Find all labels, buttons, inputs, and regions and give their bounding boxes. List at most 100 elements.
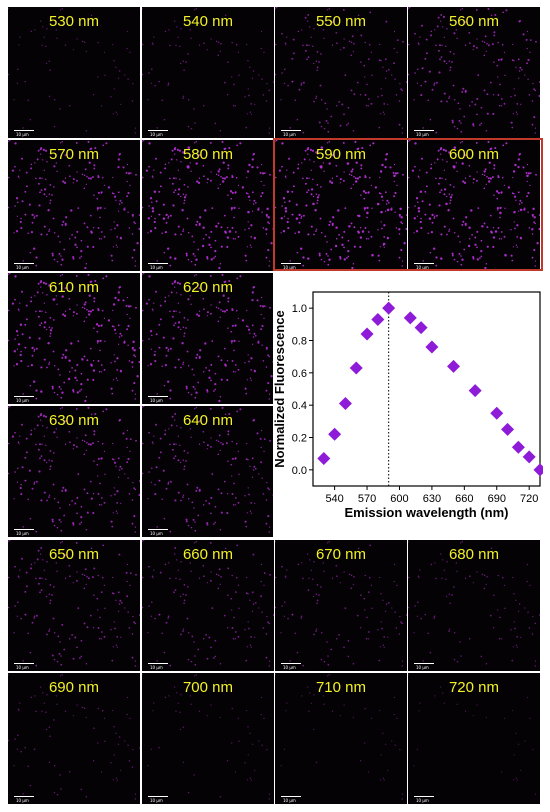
fluorescence-dots: [275, 140, 407, 270]
wavelength-label: 610 nm: [48, 279, 100, 296]
x-tick-label: 720: [520, 493, 538, 505]
micrograph-tile: 600 nm 10 μm: [408, 140, 540, 271]
micrograph-tile: 680 nm 10 μm: [408, 540, 540, 671]
fluorescence-dots: [8, 406, 140, 533]
scale-bar: [281, 796, 301, 797]
y-tick-label: 0.6: [292, 368, 307, 380]
scale-bar: [414, 130, 434, 131]
fluorescence-dots: [8, 140, 140, 270]
micrograph-tile: 530 nm 10 μm: [8, 7, 140, 138]
micrograph-tile: 660 nm 10 μm: [142, 540, 274, 671]
micrograph-tile: 540 nm 10 μm: [142, 7, 274, 138]
data-point: [425, 340, 439, 354]
micrograph-tile: 670 nm 10 μm: [275, 540, 407, 671]
scale-bar: [148, 130, 168, 131]
x-tick-label: 600: [390, 493, 408, 505]
fluorescence-dots: [275, 7, 407, 134]
scale-bar-label: 10 μm: [283, 265, 296, 270]
scale-bar-label: 10 μm: [16, 665, 29, 670]
scale-bar-label: 10 μm: [16, 531, 29, 536]
data-point: [490, 406, 504, 420]
fluorescence-dots: [142, 7, 274, 134]
scale-bar: [281, 130, 301, 131]
scale-bar: [14, 529, 34, 530]
scale-bar-label: 10 μm: [150, 665, 163, 670]
fluorescence-chart: 540 570 600 630 660 690 720 0.0 0.2 0.4 0.6 0.8 1.0 E…: [273, 272, 543, 538]
data-point: [349, 361, 363, 375]
scale-bar: [14, 263, 34, 264]
data-point: [403, 311, 417, 325]
data-point: [468, 384, 482, 398]
scale-bar-label: 10 μm: [416, 665, 429, 670]
fluorescence-dots: [408, 140, 540, 270]
scale-bar: [148, 263, 168, 264]
data-point: [511, 440, 525, 454]
data-point: [533, 463, 543, 477]
wavelength-label: 660 nm: [182, 546, 234, 563]
wavelength-label: 530 nm: [48, 13, 100, 30]
scale-bar-label: 10 μm: [416, 132, 429, 137]
micrograph-tile: 560 nm 10 μm: [408, 7, 540, 138]
y-tick-label: 0.4: [292, 400, 307, 412]
chart-svg: 540 570 600 630 660 690 720 0.0 0.2 0.4 0.6 0.8 1.0 E…: [273, 291, 543, 520]
scale-bar: [148, 529, 168, 530]
wavelength-label: 720 nm: [448, 679, 500, 696]
wavelength-label: 550 nm: [315, 13, 367, 30]
micrograph-tile: 610 nm 10 μm: [8, 273, 140, 404]
wavelength-label: 710 nm: [315, 679, 367, 696]
scale-bar: [414, 796, 434, 797]
scale-bar: [414, 663, 434, 664]
fluorescence-dots: [142, 406, 274, 533]
micrograph-tile: 650 nm 10 μm: [8, 540, 140, 671]
scale-bar: [14, 663, 34, 664]
scale-bar-label: 10 μm: [16, 398, 29, 403]
wavelength-label: 580 nm: [182, 146, 234, 163]
micrograph-tile: 620 nm 10 μm: [142, 273, 274, 404]
wavelength-label: 560 nm: [448, 13, 500, 30]
wavelength-label: 670 nm: [315, 546, 367, 563]
y-tick-label: 0.0: [292, 465, 307, 477]
micrograph-tile: 550 nm 10 μm: [275, 7, 407, 138]
scale-bar: [14, 130, 34, 131]
wavelength-label: 540 nm: [182, 13, 234, 30]
x-tick-label: 630: [423, 493, 441, 505]
data-point: [317, 452, 331, 466]
scale-bar-label: 10 μm: [283, 798, 296, 803]
scale-bar-label: 10 μm: [150, 132, 163, 137]
data-point: [414, 321, 428, 335]
fluorescence-dots: [142, 273, 274, 403]
x-tick-label: 660: [455, 493, 473, 505]
x-tick-label: 540: [325, 493, 343, 505]
data-point: [382, 301, 396, 315]
wavelength-label: 600 nm: [448, 146, 500, 163]
wavelength-label: 640 nm: [182, 412, 234, 429]
y-tick-label: 0.2: [292, 433, 307, 445]
scale-bar: [14, 796, 34, 797]
wavelength-label: 650 nm: [48, 546, 100, 563]
y-tick-label: 1.0: [292, 303, 307, 315]
scale-bar: [281, 663, 301, 664]
wavelength-label: 680 nm: [448, 546, 500, 563]
scale-bar-label: 10 μm: [283, 665, 296, 670]
wavelength-label: 570 nm: [48, 146, 100, 163]
scale-bar-label: 10 μm: [416, 265, 429, 270]
micrograph-tile: 640 nm 10 μm: [142, 406, 274, 537]
x-tick-label: 570: [358, 493, 376, 505]
wavelength-label: 620 nm: [182, 279, 234, 296]
scale-bar: [148, 796, 168, 797]
data-point: [371, 312, 385, 326]
fluorescence-dots: [8, 7, 137, 134]
fluorescence-dots: [275, 673, 404, 800]
micrograph-tile: 690 nm 10 μm: [8, 673, 140, 804]
wavelength-label: 630 nm: [48, 412, 100, 429]
fluorescence-dots: [8, 273, 140, 403]
wavelength-label: 590 nm: [315, 146, 367, 163]
fluorescence-dots: [275, 540, 407, 667]
scale-bar-label: 10 μm: [150, 265, 163, 270]
data-point: [338, 397, 352, 411]
fluorescence-dots: [142, 140, 274, 270]
fluorescence-dots: [8, 540, 140, 667]
x-axis-label: Emission wavelength (nm): [345, 505, 509, 520]
scale-bar-label: 10 μm: [150, 798, 163, 803]
scale-bar-label: 10 μm: [150, 531, 163, 536]
